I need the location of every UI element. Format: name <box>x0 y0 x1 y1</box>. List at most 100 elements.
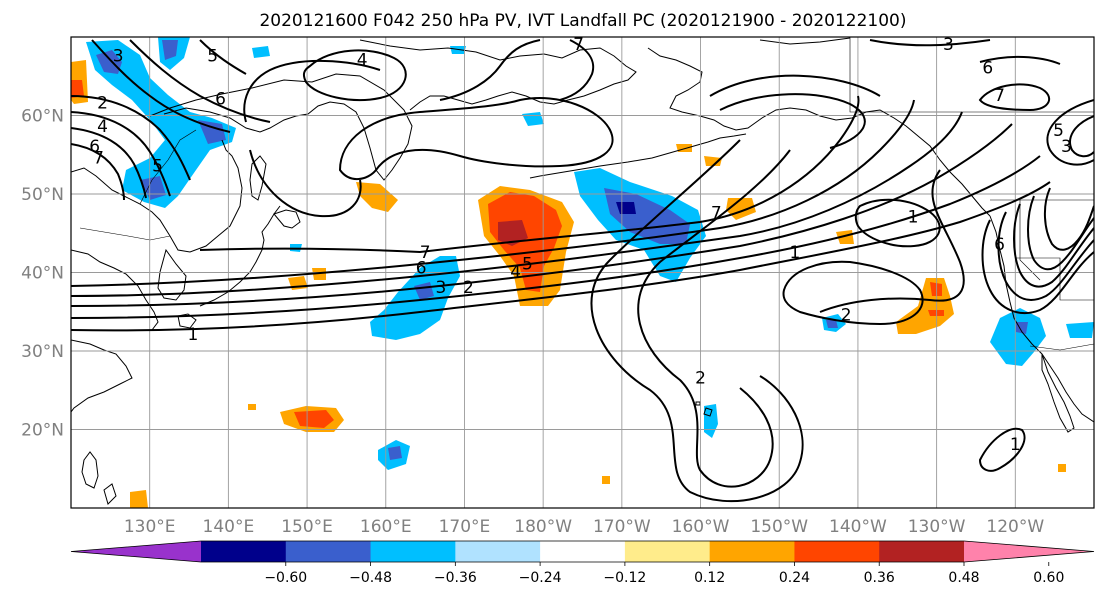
pv-contour <box>590 139 804 503</box>
pv-contour <box>129 39 271 123</box>
contour-label: 7 <box>93 149 104 169</box>
pv-contour <box>709 74 881 97</box>
coastline <box>157 248 187 301</box>
pv-contour <box>719 93 866 149</box>
pv-contour <box>978 83 1051 112</box>
colorbar-extend-low <box>71 541 201 562</box>
contour-label: 6 <box>215 90 226 110</box>
lon-tick-label: 130°W <box>908 517 966 537</box>
pv-contour <box>981 219 1094 315</box>
coastline <box>529 133 747 179</box>
colorbar-segment <box>285 541 372 562</box>
pv-contour <box>71 143 125 201</box>
contour-label: 2 <box>97 94 108 114</box>
shading-red-area <box>930 282 942 296</box>
colorbar-tick-label: 0.48 <box>948 570 979 586</box>
lon-tick-label: 140°E <box>203 517 255 537</box>
lat-tick-label: 60°N <box>21 107 64 127</box>
contour-label: 5 <box>207 47 218 67</box>
shading-orange-area <box>704 156 722 166</box>
colorbar-segment <box>709 541 795 562</box>
shading-blue-area <box>1016 322 1028 334</box>
pv-contour <box>439 39 541 101</box>
shading-blue-area <box>198 120 226 144</box>
lat-tick-label: 30°N <box>21 342 64 362</box>
country-border <box>79 227 171 241</box>
lon-tick-label: 140°W <box>829 517 887 537</box>
contour-label: 1 <box>790 243 801 263</box>
shading-cyan-area <box>252 46 270 58</box>
coastlines-layer <box>71 37 1094 505</box>
contour-label: 2 <box>463 278 474 298</box>
contour-label: 1 <box>188 325 199 345</box>
map-frame <box>70 36 1095 509</box>
colorbar-tick-label: 0.60 <box>1033 570 1064 586</box>
pv-contour <box>819 169 965 313</box>
shading-orange-area <box>248 404 256 410</box>
coastline <box>81 451 99 489</box>
colorbar-segment <box>879 541 965 562</box>
pv-contour <box>854 198 941 248</box>
colorbar-tick-label: 0.12 <box>694 570 725 586</box>
lon-tick-label: 120°W <box>986 517 1044 537</box>
lat-tick-label: 20°N <box>21 421 64 441</box>
colorbar-tick-label: −0.60 <box>264 570 307 586</box>
pv-contour <box>997 211 1094 301</box>
lon-tick-label: 170°E <box>439 517 491 537</box>
contour-label: 7 <box>573 35 584 55</box>
contour-label: 7 <box>994 86 1005 106</box>
contour-label: 5 <box>522 255 533 275</box>
contour-label: 7 <box>420 243 431 263</box>
contour-label: 2 <box>695 368 706 388</box>
longitude-tick-labels: 130°E 140°E 150°E 160°E 170°E 180°W 170°W 160°W… <box>124 517 1045 537</box>
pv-contour <box>199 95 860 254</box>
colorbar-tick-label: −0.48 <box>349 570 392 586</box>
latitude-tick-labels: 20°N 30°N 40°N 50°N 60°N <box>21 107 64 441</box>
colorbar-segment <box>455 541 541 562</box>
shading-blue-area <box>826 320 838 328</box>
shading-red-area <box>928 310 944 316</box>
shading-orange-area <box>836 230 854 244</box>
pv-contour <box>1013 203 1094 288</box>
contour-label: 7 <box>711 204 722 224</box>
shading-blue-area <box>388 446 402 460</box>
pv-contour <box>979 55 1061 65</box>
pv-contour <box>71 95 191 181</box>
pv-contour <box>243 59 381 123</box>
colorbar-tick-label: −0.36 <box>434 570 477 586</box>
contour-label: 4 <box>510 262 521 282</box>
coastline <box>359 39 637 111</box>
contour-label: 4 <box>97 117 108 137</box>
contour-label: 6 <box>994 235 1005 255</box>
shading-orange-area <box>602 476 610 484</box>
colorbar-segment <box>624 541 711 562</box>
colorbar-tick-label: −0.24 <box>519 570 562 586</box>
country-border <box>1016 257 1094 301</box>
colorbar-tick-labels: −0.60 −0.48 −0.36 −0.24 −0.12 0.12 0.24 0.36 0.4… <box>264 562 1064 586</box>
colorbar-segment <box>370 541 456 562</box>
pv-contour <box>71 111 171 197</box>
lon-tick-label: 160°W <box>672 517 730 537</box>
contour-label: 6 <box>982 58 993 78</box>
colorbar-outline <box>70 540 1095 563</box>
pv-contour <box>71 111 963 297</box>
coastline <box>703 407 713 417</box>
pv-contour <box>782 260 924 326</box>
figure-title: 2020121600 F042 250 hPa PV, IVT Landfall… <box>259 11 906 31</box>
pv-contour <box>1027 195 1094 271</box>
pv-contour <box>249 149 362 218</box>
contour-label: 1 <box>908 207 919 227</box>
pv-contour <box>1044 187 1094 251</box>
contour-label: 1 <box>1010 435 1021 455</box>
lon-tick-label: 180°W <box>514 517 572 537</box>
country-border <box>1019 200 1041 281</box>
lon-tick-label: 150°E <box>281 517 333 537</box>
coastline <box>71 339 133 413</box>
coastline <box>273 209 301 229</box>
pv-contour <box>869 39 991 47</box>
pv-contour <box>91 39 231 133</box>
pv-contours-layer <box>71 39 1094 503</box>
